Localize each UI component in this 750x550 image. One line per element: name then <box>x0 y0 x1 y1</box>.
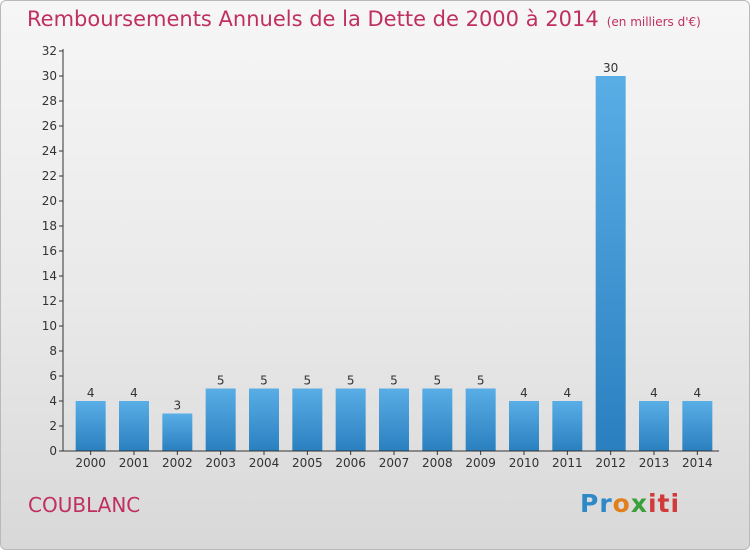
bar-2009 <box>465 388 496 451</box>
data-label: 5 <box>217 374 225 388</box>
bar-2014 <box>682 401 713 451</box>
y-tick-label: 12 <box>42 294 57 308</box>
y-tick-label: 4 <box>49 394 57 408</box>
bar-2004 <box>249 388 279 451</box>
y-tick-label: 20 <box>42 194 57 208</box>
chart-title: Remboursements Annuels de la Dette de 20… <box>27 7 701 31</box>
bar-2005 <box>292 388 323 451</box>
title-text: Remboursements Annuels de la Dette de 20… <box>27 7 599 31</box>
data-label: 4 <box>650 386 658 400</box>
x-tick-label: 2007 <box>379 456 410 470</box>
x-tick-label: 2010 <box>509 456 540 470</box>
x-axis: 2000 2001 2002 2003 2004 2005 2006 2007 2008 2009… <box>63 450 719 470</box>
logo-part-3: x <box>630 489 648 518</box>
x-tick-label: 2005 <box>292 456 323 470</box>
data-label: 4 <box>694 386 702 400</box>
y-tick-label: 2 <box>49 419 57 433</box>
y-tick-label: 26 <box>42 119 57 133</box>
data-label: 4 <box>520 386 528 400</box>
y-tick-label: 24 <box>42 144 57 158</box>
data-label: 5 <box>304 374 312 388</box>
bar-2007 <box>379 388 409 451</box>
data-label: 5 <box>434 374 442 388</box>
data-label: 5 <box>477 374 485 388</box>
data-label: 5 <box>347 374 355 388</box>
logo-part-1: Pr <box>580 489 613 518</box>
bar-2011 <box>552 401 583 451</box>
x-tick-label: 2013 <box>639 456 670 470</box>
bar-2003 <box>205 388 236 451</box>
x-tick-label: 2004 <box>249 456 280 470</box>
data-label: 4 <box>87 386 95 400</box>
x-tick-label: 2001 <box>119 456 150 470</box>
y-tick-label: 14 <box>42 269 57 283</box>
y-tick-label: 8 <box>49 344 57 358</box>
y-tick-label: 30 <box>42 69 57 83</box>
y-tick-label: 22 <box>42 169 57 183</box>
x-tick-label: 2011 <box>552 456 583 470</box>
bar-2012 <box>595 76 626 451</box>
y-tick-label: 16 <box>42 244 57 258</box>
y-tick-label: 10 <box>42 319 57 333</box>
y-tick-label: 6 <box>49 369 57 383</box>
x-tick-label: 2014 <box>682 456 713 470</box>
proxiti-logo: Proxiti <box>580 489 680 518</box>
y-tick-label: 28 <box>42 94 57 108</box>
x-tick-label: 2000 <box>75 456 106 470</box>
bar-2008 <box>422 388 453 451</box>
data-label: 3 <box>174 399 182 413</box>
data-label: 5 <box>260 374 268 388</box>
bar-2013 <box>639 401 669 451</box>
data-label: 4 <box>564 386 572 400</box>
y-tick-label: 32 <box>42 44 57 58</box>
y-tick-label: 18 <box>42 219 57 233</box>
place-name: COUBLANC <box>28 493 141 517</box>
bar-2000 <box>75 401 106 451</box>
bar-2002 <box>162 413 193 451</box>
logo-part-2: o <box>612 489 631 518</box>
x-tick-label: 2008 <box>422 456 453 470</box>
bar-2006 <box>335 388 366 451</box>
x-tick-label: 2003 <box>205 456 236 470</box>
data-label: 5 <box>390 374 398 388</box>
data-label: 4 <box>130 386 138 400</box>
x-tick-label: 2006 <box>335 456 366 470</box>
logo-part-4: iti <box>647 489 681 518</box>
x-tick-label: 2009 <box>465 456 496 470</box>
bars-group: 4 4 3 5 5 5 5 5 5 5 4 4 30 4 4 <box>75 61 713 451</box>
y-tick-label: 0 <box>49 444 57 458</box>
bar-2001 <box>119 401 149 451</box>
x-tick-label: 2002 <box>162 456 193 470</box>
data-label: 30 <box>603 61 618 75</box>
x-tick-label: 2012 <box>595 456 626 470</box>
bar-2010 <box>509 401 539 451</box>
unit-label: (en milliers d'€) <box>606 15 701 29</box>
